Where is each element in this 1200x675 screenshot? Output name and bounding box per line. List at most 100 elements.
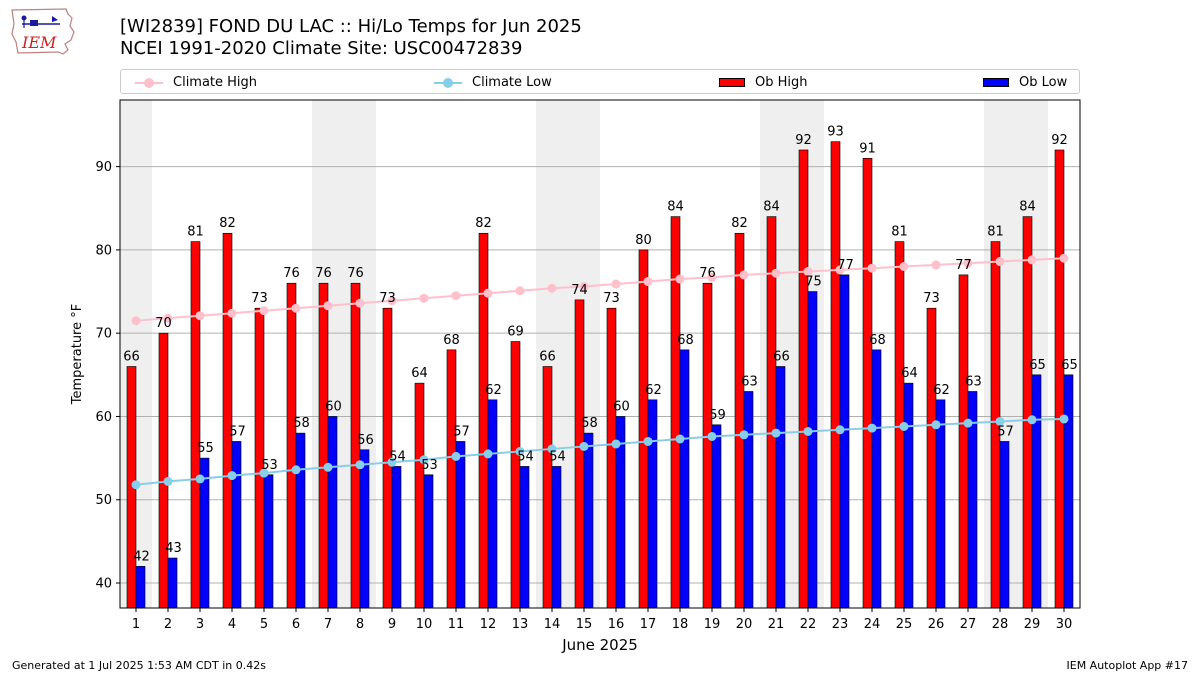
ob-high-label: 82 xyxy=(731,216,748,231)
ob-high-label: 81 xyxy=(187,225,204,240)
climate-low-point xyxy=(451,451,461,461)
ob-high-label: 84 xyxy=(667,200,684,215)
y-axis-label: Temperature °F xyxy=(70,304,85,405)
ob-high-bar xyxy=(702,282,713,609)
ob-low-swatch xyxy=(983,78,1009,87)
climate-low-point xyxy=(291,465,301,475)
climate-high-point xyxy=(899,262,909,272)
ob-low-label: 65 xyxy=(1061,358,1078,373)
ob-high-label: 92 xyxy=(795,133,812,148)
ob-low-bar xyxy=(327,416,338,609)
climate-high-point xyxy=(995,257,1005,267)
x-tick-label: 29 xyxy=(1024,617,1041,632)
x-tick-label: 13 xyxy=(512,617,529,632)
ob-high-bar xyxy=(1054,149,1065,609)
ob-high-label: 66 xyxy=(123,349,140,364)
ob-high-bar xyxy=(158,332,169,609)
ob-low-label: 54 xyxy=(517,449,534,464)
chart-title: [WI2839] FOND DU LAC :: Hi/Lo Temps for … xyxy=(120,16,582,60)
ob-low-bar xyxy=(775,366,786,609)
legend-ob-high: Ob High xyxy=(719,70,808,95)
ob-low-bar xyxy=(487,399,498,609)
x-tick-label: 27 xyxy=(960,617,977,632)
x-tick-label: 8 xyxy=(356,617,364,632)
ob-high-bar xyxy=(734,232,745,609)
climate-low-point xyxy=(1059,414,1069,424)
x-tick-label: 6 xyxy=(292,617,300,632)
ob-high-label: 76 xyxy=(347,266,364,281)
climate-low-point xyxy=(995,416,1005,426)
ob-high-label: 82 xyxy=(219,216,236,231)
ob-high-label: 73 xyxy=(603,291,620,306)
iem-logo: IEM xyxy=(11,8,75,55)
ob-high-label: 68 xyxy=(443,333,460,348)
ob-high-bar xyxy=(414,382,425,609)
ob-high-bar xyxy=(446,349,457,609)
climate-high-point xyxy=(707,272,717,282)
ob-low-label: 57 xyxy=(453,424,470,439)
x-tick-label: 18 xyxy=(672,617,689,632)
ob-high-bar xyxy=(286,282,297,609)
title-line-1: [WI2839] FOND DU LAC :: Hi/Lo Temps for … xyxy=(120,16,582,37)
ob-low-bar xyxy=(167,557,178,609)
x-tick-label: 25 xyxy=(896,617,913,632)
legend-ob-low: Ob Low xyxy=(983,70,1067,95)
ob-high-label: 69 xyxy=(507,325,524,340)
climate-high-point xyxy=(547,283,557,293)
climate-low-point xyxy=(227,471,237,481)
ob-low-label: 75 xyxy=(805,275,822,290)
x-tick-label: 30 xyxy=(1056,617,1073,632)
legend-label: Climate Low xyxy=(472,75,552,90)
ob-low-label: 66 xyxy=(773,349,790,364)
ob-low-bar xyxy=(359,449,370,609)
ob-low-bar xyxy=(1031,374,1042,609)
climate-low-point xyxy=(867,423,877,433)
ob-low-label: 77 xyxy=(837,258,854,273)
climate-high-point xyxy=(515,286,525,296)
x-tick-label: 14 xyxy=(544,617,561,632)
ob-high-label: 66 xyxy=(539,349,556,364)
ob-low-bar xyxy=(743,391,754,609)
ob-low-bar xyxy=(391,466,402,609)
climate-high-point xyxy=(835,265,845,275)
ob-low-bar xyxy=(679,349,690,609)
climate-low-point xyxy=(259,468,269,478)
climate-low-point xyxy=(419,455,429,465)
y-tick-label: 90 xyxy=(95,160,112,175)
climate-high-point xyxy=(291,303,301,313)
climate-high-point xyxy=(451,291,461,301)
climate-low-point xyxy=(579,441,589,451)
ob-high-label: 81 xyxy=(891,225,908,240)
y-tick-label: 80 xyxy=(95,243,112,258)
climate-high-point xyxy=(771,268,781,278)
climate-high-point xyxy=(611,279,621,289)
climate-high-point xyxy=(483,288,493,298)
x-tick-label: 17 xyxy=(640,617,657,632)
ob-low-label: 57 xyxy=(997,424,1014,439)
climate-low-point xyxy=(323,462,333,472)
climate-low-point xyxy=(163,476,173,486)
ob-low-bar xyxy=(839,274,850,609)
climate-high-point xyxy=(259,306,269,316)
ob-low-label: 62 xyxy=(933,383,950,398)
ob-high-label: 91 xyxy=(859,141,876,156)
ob-low-label: 57 xyxy=(229,424,246,439)
ob-high-label: 93 xyxy=(827,125,844,140)
ob-high-label: 70 xyxy=(155,316,172,331)
ob-low-bar xyxy=(135,566,146,609)
ob-low-label: 62 xyxy=(645,383,662,398)
ob-high-label: 73 xyxy=(251,291,268,306)
ob-low-label: 53 xyxy=(261,458,278,473)
ob-low-label: 63 xyxy=(965,374,982,389)
ob-low-label: 54 xyxy=(389,449,406,464)
climate-high-line xyxy=(135,257,1065,322)
x-tick-label: 5 xyxy=(260,617,268,632)
ob-low-bar xyxy=(1063,374,1074,609)
legend-climate-low: Climate Low xyxy=(434,70,552,95)
climate-high-point xyxy=(963,258,973,268)
x-tick-label: 12 xyxy=(480,617,497,632)
x-tick-label: 9 xyxy=(388,617,396,632)
y-tick-label: 70 xyxy=(95,327,112,342)
ob-high-bar xyxy=(542,366,553,609)
